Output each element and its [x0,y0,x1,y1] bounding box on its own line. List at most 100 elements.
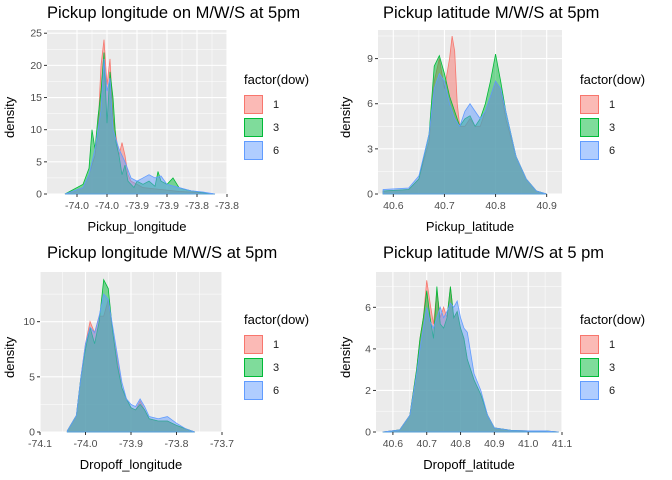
density-area-6 [382,72,547,195]
y-tick-label: 15 [30,92,42,104]
legend-label: 3 [609,121,616,134]
x-tick-label: 40.9 [536,200,557,212]
y-tick-label: 25 [30,28,42,40]
y-tick-label: 10 [23,316,35,328]
x-tick-label: -74.0 [65,200,89,212]
x-tick-label: -74.0 [95,200,119,212]
legend-swatch-1 [244,335,263,354]
legend: factor(dow) 1 3 6 [580,312,645,402]
y-tick-label: 5 [29,371,35,383]
chart-title: Pickup latitude M/W/S at 5pm [383,4,600,22]
chart-title: Pickup latitude M/W/S at 5 pm [383,244,605,262]
chart-panel-3: 0 5 10 -74.1 -74.0 -73.9 -73.8 -73.7 Pickup lon… [0,240,336,480]
legend-item: 6 [244,139,309,162]
legend-item: 6 [580,379,645,402]
y-tick-label: 0 [29,427,35,439]
density-area-6 [382,299,559,433]
legend-swatch-6 [580,381,599,400]
legend-label: 3 [273,361,280,374]
legend-item: 6 [580,139,645,162]
x-tick-label: 40.6 [383,200,404,212]
x-tick-label: -74.1 [28,438,52,450]
x-axis-label: Dropoff_latitude [423,457,515,472]
density-plot-2: 0 3 6 9 40.6 40.7 40.8 40.9 [367,30,562,212]
legend-swatch-6 [244,381,263,400]
y-axis-label: density [2,336,17,378]
legend-swatch-1 [580,95,599,114]
chart-title: Pickup longitude on M/W/S at 5pm [47,4,301,22]
y-tick-label: 3 [367,143,373,155]
legend-label: 1 [273,338,280,351]
y-tick-label: 6 [367,98,373,110]
legend-item: 3 [244,356,309,379]
legend-label: 3 [609,361,616,374]
x-tick-label: -73.8 [165,438,189,450]
y-tick-label: 10 [30,124,42,136]
x-tick-label: 41.1 [552,438,573,450]
y-tick-label: 0 [365,427,371,439]
legend-item: 6 [244,379,309,402]
density-area-6 [64,58,216,195]
legend-item: 1 [244,93,309,116]
legend-label: 6 [273,384,280,397]
x-tick-label: -74.0 [74,438,98,450]
chart-title: Pickup longitude M/W/S at 5pm [47,244,278,262]
y-tick-label: 0 [36,189,42,201]
legend-label: 6 [609,144,616,157]
x-tick-label: 41.0 [518,438,539,450]
legend-label: 6 [273,144,280,157]
y-tick-label: 20 [30,60,42,72]
legend-swatch-1 [244,95,263,114]
y-tick-label: 0 [367,189,373,201]
y-axis-label: density [338,336,353,378]
x-tick-label: 40.7 [417,438,438,450]
legend-title: factor(dow) [244,312,310,327]
chart-panel-4: 0 2 4 6 40.6 40.7 40.8 40.9 41.0 41.1 Pickup lati… [336,240,672,480]
x-axis-label: Pickup_latitude [425,219,515,234]
y-tick-label: 4 [365,343,371,355]
legend: factor(dow) 1 3 6 [244,72,309,162]
legend-title: factor(dow) [244,72,310,87]
y-tick-label: 5 [36,156,42,168]
x-tick-label: -73.8 [215,200,239,212]
legend-item: 1 [580,93,645,116]
legend: factor(dow) 1 3 6 [580,72,645,162]
x-tick-label: 40.8 [450,438,471,450]
x-tick-label: -73.8 [185,200,209,212]
legend-title: factor(dow) [580,72,646,87]
legend-label: 1 [609,338,616,351]
chart-panel-1: 0 5 10 15 20 25 -74.0 -74.0 -73.9 -73.9 -73.8 -73.8… [0,0,336,240]
legend-swatch-3 [244,358,263,377]
legend-item: 1 [244,333,309,356]
legend-item: 1 [580,333,645,356]
x-axis-label: Pickup_longitude [87,219,187,234]
legend-label: 3 [273,121,280,134]
legend-title: factor(dow) [580,312,646,327]
y-tick-label: 9 [367,53,373,65]
x-axis-label: Dropoff_longitude [79,457,183,472]
legend-item: 3 [580,356,645,379]
y-axis-label: density [2,96,17,138]
legend-item: 3 [244,116,309,139]
y-tick-label: 6 [365,302,371,314]
y-axis-label: density [338,96,353,138]
density-area-6 [66,293,195,433]
legend: factor(dow) 1 3 6 [244,312,309,402]
x-tick-label: 40.8 [485,200,506,212]
x-tick-label: -73.7 [210,438,234,450]
legend-swatch-6 [580,141,599,160]
legend-swatch-6 [244,141,263,160]
x-tick-label: -73.9 [155,200,179,212]
x-tick-label: 40.7 [434,200,455,212]
legend-label: 6 [609,384,616,397]
legend-label: 1 [273,98,280,111]
x-tick-label: -73.9 [125,200,149,212]
legend-swatch-3 [580,358,599,377]
y-tick-label: 2 [365,385,371,397]
legend-item: 3 [580,116,645,139]
x-tick-label: 40.9 [484,438,505,450]
legend-swatch-1 [580,335,599,354]
density-plot-4: 0 2 4 6 40.6 40.7 40.8 40.9 41.0 41.1 [365,272,573,450]
legend-swatch-3 [580,118,599,137]
x-tick-label: -73.9 [119,438,143,450]
